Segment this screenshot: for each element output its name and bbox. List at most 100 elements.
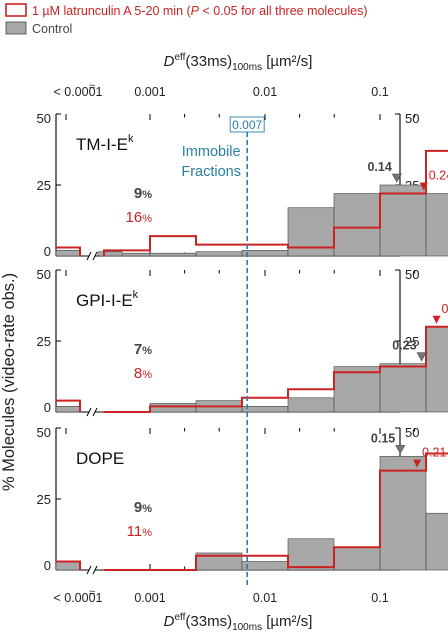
y-tick-label-left: 0: [44, 244, 51, 259]
treated-outline: [104, 452, 448, 571]
treated-outline: [103, 149, 448, 256]
treated-median-marker: [419, 182, 428, 191]
treated-immobile-percent: 11%: [127, 523, 153, 540]
control-median-marker: [391, 173, 402, 183]
axis-break-symbol: ≈: [89, 587, 95, 599]
control-bar: [333, 193, 381, 257]
y-tick-label-right: 25: [405, 334, 419, 349]
control-percent-value: 9: [134, 499, 142, 516]
axis-break-symbol: ≈: [89, 81, 95, 93]
legend-control-label: Control: [32, 22, 72, 36]
percent-sign: %: [142, 345, 152, 357]
treated-outline: [104, 325, 448, 413]
control-bar: [149, 252, 197, 257]
control-bar: [425, 512, 448, 571]
panel-2: 0025255050GPI-I-Ek7%8%0.230.31: [37, 267, 448, 417]
treated-outline-lowest: [56, 399, 81, 412]
control-bar: [333, 366, 381, 413]
axis-break-mark: [92, 407, 98, 417]
axis-break-mark: [92, 565, 98, 575]
treated-immobile-percent: 8%: [134, 365, 152, 382]
control-median-label: 0.14: [367, 160, 391, 174]
control-bar: [287, 207, 335, 257]
axis-break-gap: [89, 567, 95, 575]
y-tick-label-left: 25: [37, 178, 51, 193]
percent-sign: %: [142, 503, 152, 515]
bottom-x-tick-label: 0.01: [253, 591, 277, 605]
panel-1: 0025255050TM-I-Ek9%16%0.140.24: [37, 111, 448, 261]
panel-label: GPI-I-Ek: [76, 289, 139, 310]
control-bar: [241, 406, 289, 413]
panel-label-name: GPI-I-E: [76, 291, 133, 310]
threshold-value-label: 0.007: [232, 118, 262, 132]
control-bar: [241, 561, 289, 571]
axis-break-mark: [92, 251, 98, 261]
panel-label-sup: k: [133, 289, 139, 301]
bottom-x-tick-label: 0.001: [134, 591, 165, 605]
bottom-x-tick-label: < 0.0001: [53, 591, 102, 605]
top-x-tick-label: 0.01: [253, 85, 277, 99]
top-x-tick-label: 0.001: [134, 85, 165, 99]
control-percent-value: 7: [134, 341, 142, 358]
percent-sign: %: [142, 369, 152, 381]
treated-median-label: 0.21: [422, 446, 446, 460]
y-tick-label-left: 0: [44, 558, 51, 573]
control-median-label: 0.23: [392, 339, 416, 353]
top-x-tick-label: < 0.0001: [53, 85, 102, 99]
treated-outline-lowest: [56, 246, 81, 256]
legend-treated-swatch: [5, 3, 27, 17]
panels: 0025255050TM-I-Ek9%16%0.140.240025255050…: [37, 111, 448, 575]
y-tick-label-left: 0: [44, 400, 51, 415]
treated-percent-value: 11: [127, 523, 143, 540]
y-tick-label-left: 50: [37, 425, 51, 440]
y-tick-label-right: 50: [405, 267, 419, 282]
panel-label: TM-I-Ek: [76, 133, 134, 154]
threshold-value-box: [229, 116, 265, 133]
control-bar: [379, 456, 427, 571]
legend-control-swatch: [5, 21, 27, 35]
axis-break-mark: [86, 565, 92, 575]
percent-sign: %: [142, 189, 152, 201]
control-bar: [287, 538, 335, 571]
y-tick-label-right: 50: [405, 111, 419, 126]
y-tick-label-left: 25: [37, 492, 51, 507]
control-immobile-percent: 7%: [134, 341, 152, 358]
immobile-fractions-label-line2: Fractions: [181, 164, 241, 180]
y-axis-title: % Molecules (video-rate obs.): [0, 273, 18, 491]
control-median-label: 0.15: [371, 431, 395, 445]
treated-median-marker: [432, 315, 441, 324]
percent-sign: %: [142, 213, 152, 225]
panel-3: 0025255050DOPE9%11%0.150.21: [37, 425, 448, 575]
axis-break-gap: [89, 253, 95, 261]
legend-treated-label: 1 µM latrunculin A 5-20 min (P < 0.05 fo…: [32, 4, 368, 18]
bottom-x-tick-label: 0.1: [371, 591, 388, 605]
control-bar: [425, 193, 448, 257]
control-bar-lowest: [55, 406, 81, 413]
control-bar: [149, 403, 197, 413]
control-bar: [333, 546, 381, 571]
control-percent-value: 9: [134, 185, 142, 202]
y-tick-label-left: 50: [37, 111, 51, 126]
immobile-fractions-label-line1: Immobile: [182, 144, 241, 160]
treated-percent-value: 16: [126, 209, 143, 226]
treated-median-marker: [413, 459, 422, 468]
control-immobile-percent: 9%: [134, 499, 152, 516]
control-bar: [241, 250, 289, 257]
control-bar: [425, 326, 448, 413]
treated-outline-lowest: [56, 560, 81, 570]
panel-label: DOPE: [76, 449, 124, 468]
y-tick-label-left: 25: [37, 334, 51, 349]
top-x-tick-label: 0.1: [371, 85, 388, 99]
y-tick-label-left: 50: [37, 267, 51, 282]
treated-median-label: 0.31: [442, 302, 448, 316]
bottom-axis-title: Deff(33ms)100ms [µm²/s]: [164, 612, 313, 633]
percent-sign: %: [142, 527, 152, 539]
panel-label-name: DOPE: [76, 449, 124, 468]
axis-break-mark: [86, 407, 92, 417]
control-bar: [287, 397, 335, 413]
treated-percent-value: 8: [134, 365, 142, 382]
control-bar-lowest: [55, 561, 81, 571]
